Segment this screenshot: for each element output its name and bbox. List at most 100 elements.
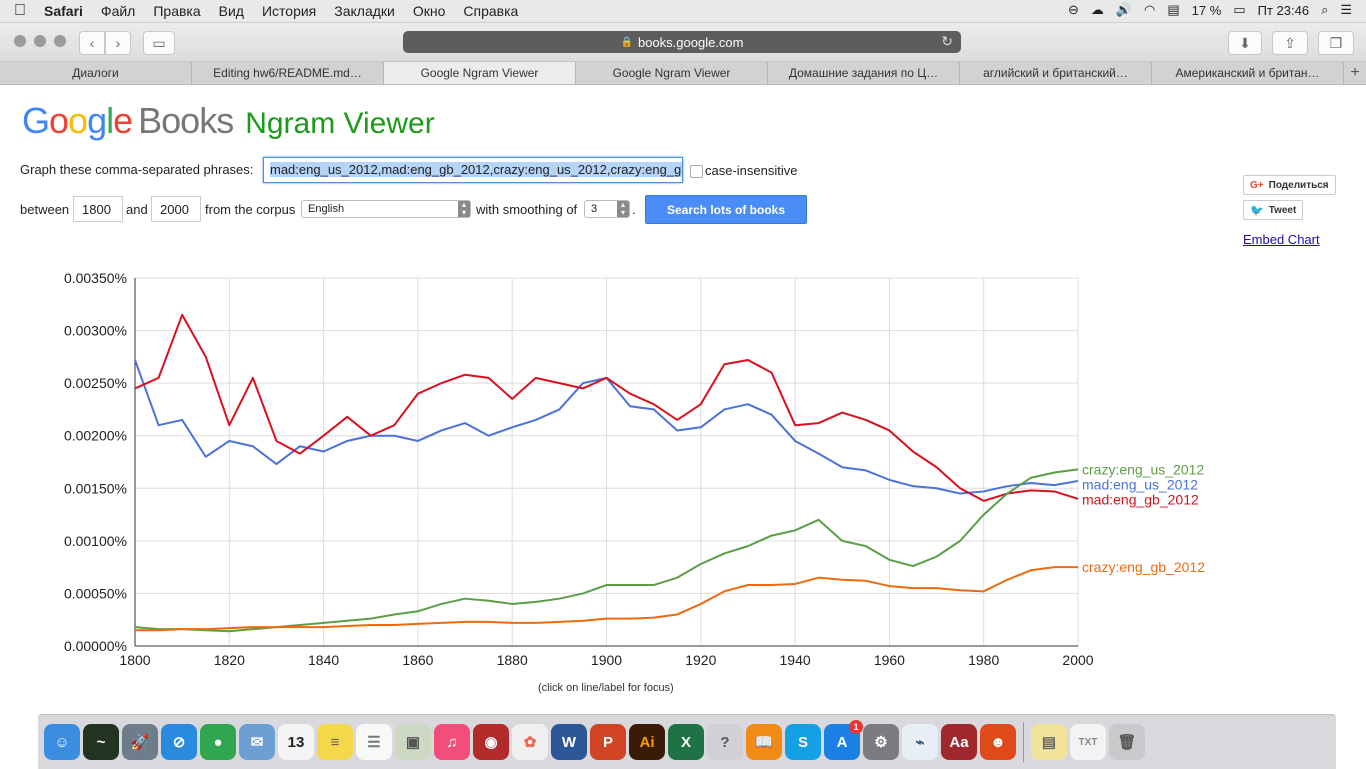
downloads-button[interactable]: ⬇ (1228, 31, 1262, 55)
txt-file-icon[interactable]: TXT (1070, 724, 1106, 760)
case-insensitive-checkbox[interactable] (690, 165, 703, 178)
tab-editing-readme[interactable]: Editing hw6/README.md… (192, 62, 384, 84)
powerpoint-icon[interactable]: P (590, 724, 626, 760)
battery-percent[interactable]: 17 % (1191, 2, 1222, 18)
search-button[interactable]: Search lots of books (645, 195, 807, 224)
zoom-window-button[interactable] (54, 35, 66, 47)
spotlight-icon[interactable]: ⌕ (1321, 2, 1329, 17)
system-preferences-icon[interactable]: ⚙ (863, 724, 899, 760)
tab-american-british[interactable]: Американский и британ… (1152, 62, 1344, 84)
google-books-logo[interactable]: Google Books Ngram Viewer (22, 100, 435, 142)
creative-cloud-icon[interactable]: ☁ (1090, 2, 1104, 17)
menu-history[interactable]: История (249, 2, 316, 19)
tab-dialogs[interactable]: Диалоги (0, 62, 192, 84)
dock-separator (1023, 722, 1024, 762)
menu-app-name[interactable]: Safari (32, 2, 83, 19)
finder-icon[interactable]: ☺ (44, 724, 80, 760)
corpus-select[interactable]: English ▴ ▾ (301, 200, 471, 218)
xcode-icon[interactable]: ⌁ (902, 724, 938, 760)
embed-chart-link[interactable]: Embed Chart (1243, 232, 1320, 247)
photos-icon[interactable]: ✿ (512, 724, 548, 760)
menu-file[interactable]: Файл (88, 2, 135, 19)
smoothing-select[interactable]: 3 ▴ ▾ (584, 200, 630, 218)
tab-homework[interactable]: Домашние задания по Ц… (768, 62, 960, 84)
x-tick-label: 1920 (685, 652, 716, 668)
sidebar-button[interactable]: ▭ (143, 31, 175, 55)
series-label-mad-eng-gb-2012[interactable]: mad:eng_gb_2012 (1082, 491, 1199, 507)
reminders-icon[interactable]: ☰ (356, 724, 392, 760)
browser-toolbar: ‹ › ▭ 🔒 books.google.com ↻ ⬇ ⇪ ❐ (0, 23, 1366, 62)
notification-badge: 1 (849, 720, 863, 734)
tabs-icon: ❐ (1329, 34, 1343, 51)
y-tick-label: 0.00200% (64, 428, 127, 444)
photo-booth-icon[interactable]: ◉ (473, 724, 509, 760)
google-plus-icon: G+ (1250, 179, 1264, 191)
dictionary-icon[interactable]: Aa (941, 724, 977, 760)
minimize-window-button[interactable] (34, 35, 46, 47)
illustrator-icon[interactable]: Ai (629, 724, 665, 760)
tab-ngram-viewer[interactable]: Google Ngram Viewer (576, 62, 768, 84)
tweet-button[interactable]: 🐦 Tweet (1243, 200, 1304, 220)
launchpad-icon[interactable]: 🚀 (122, 724, 158, 760)
preview-icon[interactable]: ▣ (395, 724, 431, 760)
documents-stack-icon[interactable]: ▤ (1031, 724, 1067, 760)
notes-icon[interactable]: ≡ (317, 724, 353, 760)
url-text: books.google.com (637, 34, 744, 50)
y-tick-label: 0.00250% (64, 375, 127, 391)
series-label-crazy-eng-us-2012[interactable]: crazy:eng_us_2012 (1082, 461, 1204, 477)
address-bar[interactable]: 🔒 books.google.com ↻ (403, 31, 961, 53)
phrases-input[interactable]: mad:eng_us_2012,mad:eng_gb_2012,crazy:en… (263, 157, 683, 183)
tab-english-british[interactable]: аглийский и британский… (960, 62, 1152, 84)
year-end-input[interactable]: 2000 (151, 196, 201, 222)
help-icon[interactable]: ? (707, 724, 743, 760)
between-label: between (20, 202, 70, 217)
hotspot-shield-icon[interactable]: ☻ (980, 724, 1016, 760)
skype-icon[interactable]: S (785, 724, 821, 760)
chevron-right-icon: › (115, 35, 121, 51)
corpus-label: from the corpus (205, 202, 296, 217)
smoothing-label: with smoothing of (476, 202, 578, 217)
chrome-icon[interactable]: ● (200, 724, 236, 760)
itunes-icon[interactable]: ♫ (434, 724, 470, 760)
excel-icon[interactable]: X (668, 724, 704, 760)
menu-help[interactable]: Справка (451, 2, 518, 19)
tab-ngram-viewer-active[interactable]: Google Ngram Viewer (384, 62, 576, 84)
wifi-icon[interactable]: ◠ (1144, 2, 1156, 17)
word-icon[interactable]: W (551, 724, 587, 760)
series-label-crazy-eng-gb-2012[interactable]: crazy:eng_gb_2012 (1082, 559, 1205, 575)
reload-icon[interactable]: ↻ (941, 33, 953, 49)
activity-monitor-icon[interactable]: ~ (83, 724, 119, 760)
notification-center-icon[interactable]: ☰ (1340, 2, 1352, 17)
share-button[interactable]: ⇪ (1272, 31, 1308, 55)
menu-bar:  Safari Файл Правка Вид История Закладк… (0, 0, 1366, 23)
select-arrows-icon: ▴ ▾ (617, 201, 629, 217)
corpus-value: English (308, 203, 345, 215)
safari-icon[interactable]: ⊘ (161, 724, 197, 760)
trash-icon[interactable]: 🗑 (1109, 724, 1145, 760)
volume-icon[interactable]: 🔊 (1115, 2, 1133, 17)
menu-edit[interactable]: Правка (141, 2, 200, 19)
tabs-overview-button[interactable]: ❐ (1318, 31, 1354, 55)
year-start-input[interactable]: 1800 (73, 196, 123, 222)
clock[interactable]: Пт 23:46 (1257, 2, 1310, 18)
sync-icon[interactable]: ⊖ (1067, 2, 1079, 17)
menu-view[interactable]: Вид (206, 2, 244, 19)
google-plus-share-button[interactable]: G+ Поделиться (1243, 175, 1336, 195)
mail-icon[interactable]: ✉ (239, 724, 275, 760)
calendar-icon[interactable]: 13 (278, 724, 314, 760)
and-label: and (126, 202, 148, 217)
forward-button[interactable]: › (105, 31, 131, 55)
flag-icon[interactable]: ▤ (1167, 2, 1180, 17)
ibooks-icon[interactable]: 📖 (746, 724, 782, 760)
series-label-mad-eng-us-2012[interactable]: mad:eng_us_2012 (1082, 476, 1198, 492)
sidebar-icon: ▭ (152, 34, 166, 51)
battery-icon[interactable]: ▭ (1233, 2, 1246, 17)
y-tick-label: 0.00000% (64, 638, 127, 654)
new-tab-button[interactable]: + (1344, 62, 1366, 84)
close-window-button[interactable] (14, 35, 26, 47)
menu-window[interactable]: Окно (400, 2, 446, 19)
back-button[interactable]: ‹ (79, 31, 105, 55)
menu-bookmarks[interactable]: Закладки (322, 2, 395, 19)
apple-icon[interactable]:  (14, 2, 26, 20)
